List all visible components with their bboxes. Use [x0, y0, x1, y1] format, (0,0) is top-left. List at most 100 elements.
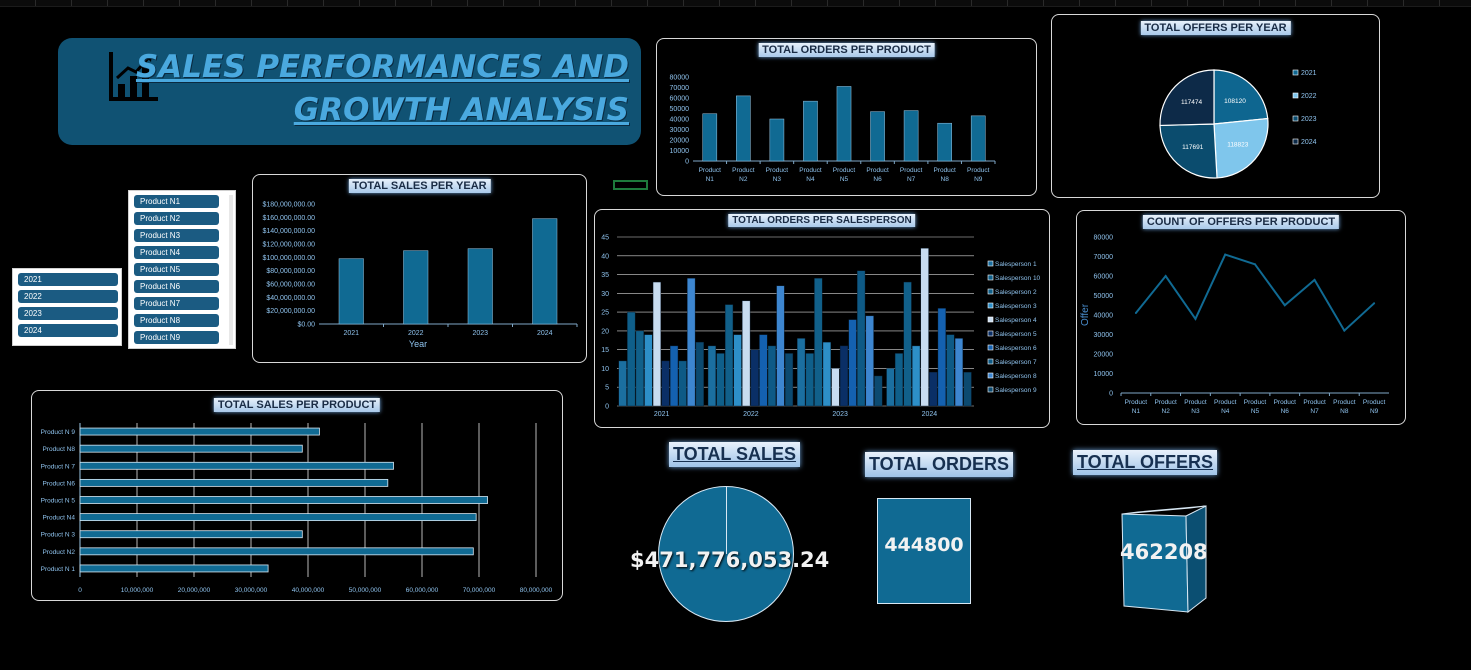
product-slicer-item[interactable]: Product N9 — [134, 331, 219, 344]
column-header-cell[interactable] — [288, 0, 324, 6]
x-tick-label: Product — [833, 167, 856, 174]
year-slicer-item[interactable]: 2023 — [18, 307, 118, 320]
column-header-cell[interactable] — [0, 0, 36, 6]
column-header-cell[interactable] — [720, 0, 756, 6]
column-header-cell[interactable] — [864, 0, 900, 6]
column-header-cell[interactable] — [1440, 0, 1471, 6]
column-header-cell[interactable] — [324, 0, 360, 6]
column-header-cell[interactable] — [108, 0, 144, 6]
column-header-cell[interactable] — [180, 0, 216, 6]
legend-swatch — [987, 386, 994, 393]
product-slicer-item[interactable]: Product N7 — [134, 297, 219, 310]
column-header-cell[interactable] — [1224, 0, 1260, 6]
column-header-cell[interactable] — [144, 0, 180, 6]
column-header-cell[interactable] — [828, 0, 864, 6]
legend-label: Salesperson 7 — [995, 359, 1037, 366]
y-tick-label: 40 — [601, 253, 609, 260]
column-header-cell[interactable] — [396, 0, 432, 6]
year-slicer-item[interactable]: 2022 — [18, 290, 118, 303]
column-header-cell[interactable] — [1188, 0, 1224, 6]
column-header-cell[interactable] — [1296, 0, 1332, 6]
column-header-cell[interactable] — [1116, 0, 1152, 6]
column-header-cell[interactable] — [468, 0, 504, 6]
column-header-cell[interactable] — [972, 0, 1008, 6]
column-header-cell[interactable] — [936, 0, 972, 6]
column-header-cell[interactable] — [1404, 0, 1440, 6]
x-tick-label: N5 — [840, 176, 849, 183]
column-header-cell[interactable] — [1044, 0, 1080, 6]
bar — [79, 496, 488, 504]
y-tick-label: Product N 3 — [41, 532, 76, 539]
pie-slice — [1159, 69, 1215, 127]
bar — [644, 334, 653, 407]
y-axis-title: Offer — [1080, 303, 1091, 326]
year-slicer-item[interactable]: 2024 — [18, 324, 118, 337]
pie-slice — [1159, 123, 1218, 179]
year-slicer[interactable]: 2021 2022 2023 2024 — [12, 268, 122, 346]
column-header-cell[interactable] — [900, 0, 936, 6]
selected-cell[interactable] — [613, 180, 648, 190]
column-header-cell[interactable] — [648, 0, 684, 6]
y-tick-label: 30 — [601, 291, 609, 298]
product-slicer-item[interactable]: Product N1 — [134, 195, 219, 208]
chart-title: COUNT OF OFFERS PER PRODUCT — [1142, 215, 1340, 229]
column-header-cell[interactable] — [612, 0, 648, 6]
column-header-cell[interactable] — [1080, 0, 1116, 6]
pie-slice — [1213, 117, 1269, 179]
bar — [769, 118, 785, 162]
y-tick-label: 15 — [601, 347, 609, 354]
product-slicer-item[interactable]: Product N6 — [134, 280, 219, 293]
column-header-cell[interactable] — [756, 0, 792, 6]
product-slicer-item[interactable]: Product N3 — [134, 229, 219, 242]
column-header-cell[interactable] — [216, 0, 252, 6]
column-header-cell[interactable] — [432, 0, 468, 6]
y-tick-label: Product N 5 — [41, 498, 76, 505]
x-tick-label: Product — [933, 167, 956, 174]
column-header-cell[interactable] — [72, 0, 108, 6]
column-header-cell[interactable] — [576, 0, 612, 6]
column-header-cell[interactable] — [792, 0, 828, 6]
bar — [839, 345, 849, 407]
title-line-1: SALES PERFORMANCES AND — [135, 49, 629, 85]
column-header-cell[interactable] — [504, 0, 540, 6]
bar — [822, 341, 831, 407]
column-header-cell[interactable] — [1332, 0, 1368, 6]
bar — [894, 353, 904, 407]
column-header-cell[interactable] — [252, 0, 288, 6]
y-tick-label: $20,000,000.00 — [266, 308, 315, 315]
product-slicer-item[interactable]: Product N4 — [134, 246, 219, 259]
column-header-cell[interactable] — [1008, 0, 1044, 6]
bar — [403, 250, 429, 325]
bar — [836, 86, 852, 162]
bar — [79, 478, 389, 487]
legend-swatch — [1292, 92, 1299, 99]
legend-swatch — [987, 302, 994, 309]
year-slicer-item[interactable]: 2021 — [18, 273, 118, 286]
column-header-cell[interactable] — [1368, 0, 1404, 6]
column-header-cell[interactable] — [1260, 0, 1296, 6]
bar — [678, 360, 687, 407]
y-tick-label: 0 — [605, 404, 609, 411]
line-point — [1254, 263, 1256, 266]
pie-slice — [1213, 69, 1269, 125]
bar — [724, 304, 734, 407]
y-tick-label: 45 — [601, 235, 609, 242]
product-slicer-item[interactable]: Product N5 — [134, 263, 219, 276]
product-slicer-item[interactable]: Product N8 — [134, 314, 219, 327]
bar — [805, 353, 814, 407]
column-header-cell[interactable] — [360, 0, 396, 6]
bar — [669, 345, 679, 407]
y-tick-label: Product N 7 — [41, 463, 76, 470]
column-header-cell[interactable] — [1152, 0, 1188, 6]
product-slicer[interactable]: Product N1 Product N2 Product N3 Product N4… — [128, 190, 236, 349]
column-header-cell[interactable] — [684, 0, 720, 6]
legend-swatch — [987, 358, 994, 365]
column-header-cell[interactable] — [36, 0, 72, 6]
sales-per-year-chart: TOTAL SALES PER YEAR $0.00 $20,000,000.00… — [252, 174, 587, 363]
product-slicer-item[interactable]: Product N2 — [134, 212, 219, 225]
legend-swatch — [1292, 138, 1299, 145]
line-point — [1283, 304, 1286, 307]
legend-swatch — [987, 274, 994, 281]
column-header-cell[interactable] — [540, 0, 576, 6]
slicer-scrollbar[interactable] — [229, 195, 233, 345]
